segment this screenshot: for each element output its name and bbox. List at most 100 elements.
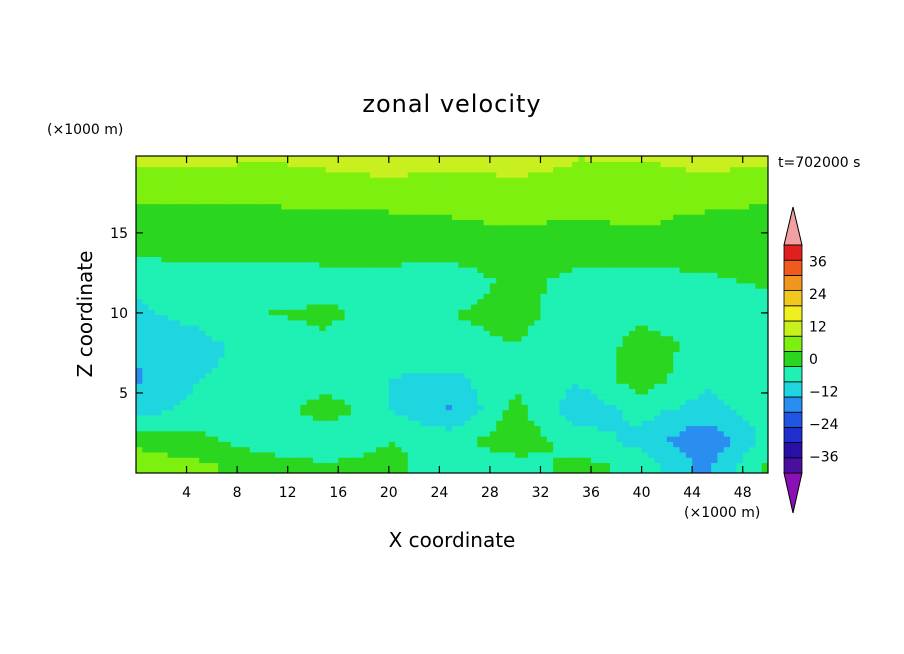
contour-cell <box>723 272 731 279</box>
contour-cell <box>167 436 175 442</box>
contour-cell <box>420 414 428 421</box>
contour-cell <box>376 335 384 342</box>
contour-cell <box>218 356 226 363</box>
contour-cell <box>534 261 542 268</box>
contour-cell <box>521 208 529 215</box>
contour-cell <box>458 457 466 464</box>
contour-cell <box>205 214 213 220</box>
contour-cell <box>603 272 611 279</box>
contour-cell <box>388 235 396 242</box>
contour-cell <box>483 229 491 236</box>
contour-cell <box>508 277 516 284</box>
contour-cell <box>161 467 169 473</box>
contour-cell <box>224 377 232 384</box>
contour-cell <box>262 351 270 358</box>
contour-cell <box>477 251 485 257</box>
contour-cell <box>401 219 409 226</box>
contour-cell <box>312 282 320 289</box>
contour-cell <box>654 404 662 411</box>
contour-cell <box>382 288 390 294</box>
contour-cell <box>534 436 542 442</box>
contour-cell <box>186 261 194 268</box>
contour-cell <box>628 356 636 363</box>
contour-cell <box>496 367 504 374</box>
contour-cell <box>237 282 245 289</box>
contour-cell <box>376 340 384 347</box>
contour-cell <box>704 208 712 215</box>
contour-cell <box>325 451 333 458</box>
contour-cell <box>161 446 169 453</box>
contour-cell <box>464 314 472 321</box>
contour-cell <box>224 335 232 342</box>
contour-cell <box>704 251 712 257</box>
contour-cell <box>698 235 706 242</box>
contour-cell <box>578 441 586 448</box>
contour-cell <box>287 272 295 279</box>
contour-cell <box>148 261 156 268</box>
contour-cell <box>641 367 649 374</box>
contour-cell <box>376 420 384 427</box>
contour-cell <box>420 214 428 220</box>
contour-cell <box>281 351 289 358</box>
contour-cell <box>275 303 282 310</box>
contour-cell <box>350 251 358 257</box>
contour-cell <box>477 404 485 411</box>
contour-cell <box>426 277 434 284</box>
contour-cell <box>414 214 421 220</box>
contour-cell <box>540 404 548 411</box>
contour-cell <box>388 319 396 326</box>
contour-cell <box>331 425 339 432</box>
contour-cell <box>148 451 156 458</box>
contour-cell <box>363 362 371 368</box>
contour-cell <box>154 335 162 342</box>
contour-cell <box>641 319 649 326</box>
contour-cell <box>338 266 346 273</box>
contour-cell <box>363 335 371 342</box>
contour-cell <box>654 383 662 390</box>
contour-cell <box>224 409 232 416</box>
contour-cell <box>730 256 737 263</box>
contour-cell <box>597 208 605 215</box>
contour-cell <box>173 256 181 263</box>
contour-cell <box>211 298 219 305</box>
contour-cell <box>749 388 756 395</box>
contour-cell <box>433 256 440 263</box>
contour-cell <box>275 240 282 247</box>
contour-cell <box>464 219 472 226</box>
contour-cell <box>470 420 478 427</box>
contour-cell <box>256 346 263 353</box>
contour-cell <box>527 414 535 421</box>
contour-cell <box>420 219 428 226</box>
contour-cell <box>331 245 339 252</box>
contour-cell <box>230 430 238 437</box>
contour-cell <box>641 399 649 405</box>
contour-cell <box>344 219 352 226</box>
contour-cell <box>331 351 339 358</box>
contour-cell <box>148 430 156 437</box>
contour-cell <box>597 436 605 442</box>
contour-cell <box>654 362 662 368</box>
contour-cell <box>205 272 213 279</box>
contour-cell <box>736 298 744 305</box>
contour-cell <box>319 340 327 347</box>
contour-cell <box>489 309 497 316</box>
contour-cell <box>666 356 674 363</box>
contour-cell <box>218 340 226 347</box>
contour-cell <box>142 436 150 442</box>
contour-cell <box>685 219 693 226</box>
contour-cell <box>192 224 200 231</box>
contour-cell <box>211 303 219 310</box>
contour-cell <box>388 282 396 289</box>
contour-cell <box>635 367 643 374</box>
contour-cell <box>685 245 693 252</box>
contour-cell <box>275 351 282 358</box>
contour-cell <box>401 372 409 379</box>
contour-cell <box>294 224 301 231</box>
contour-cell <box>344 425 352 432</box>
contour-cell <box>319 388 327 395</box>
contour-cell <box>584 208 592 215</box>
contour-cell <box>180 330 188 337</box>
contour-cell <box>142 340 150 347</box>
contour-cell <box>635 351 643 358</box>
contour-cell <box>369 451 377 458</box>
